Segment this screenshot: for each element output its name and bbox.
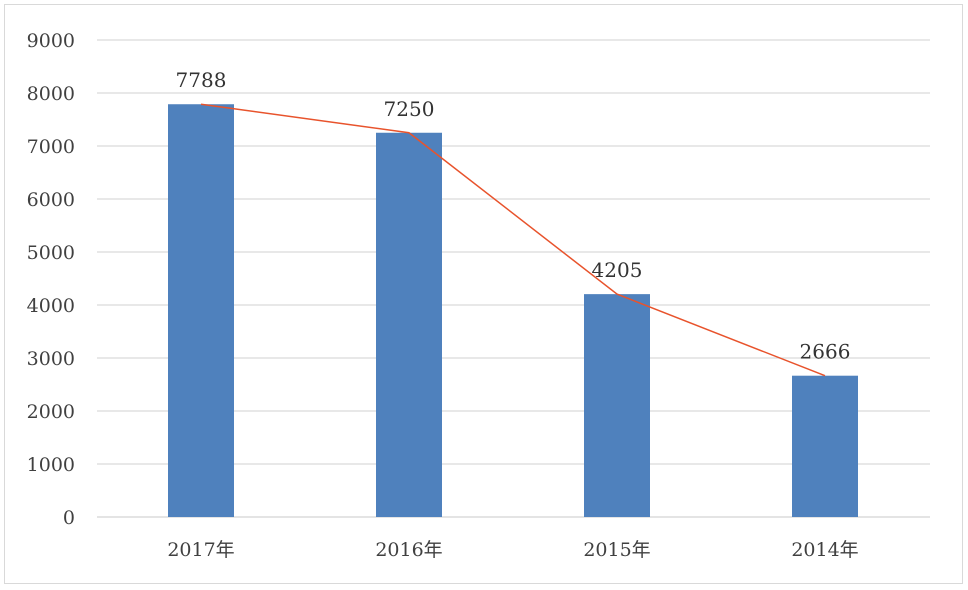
y-tick-label: 7000 (27, 136, 75, 158)
x-category-label: 2014年 (791, 539, 858, 561)
data-label: 7250 (384, 97, 435, 121)
y-axis-ticks: 0 1000 2000 3000 4000 5000 6000 7000 8000 9000 (27, 30, 75, 529)
data-labels: 7788 7250 4205 2666 (176, 68, 851, 363)
bar (584, 294, 650, 517)
y-tick-label: 5000 (27, 242, 75, 264)
trend-line (200, 103, 826, 377)
gridlines (97, 39, 930, 518)
y-tick-label: 3000 (27, 348, 75, 370)
y-tick-label: 4000 (27, 295, 75, 317)
data-label: 2666 (800, 340, 851, 364)
x-category-label: 2017年 (167, 539, 234, 561)
bars (168, 104, 858, 518)
y-tick-label: 6000 (27, 189, 75, 211)
bar (168, 104, 234, 518)
y-tick-label: 9000 (27, 30, 75, 52)
x-category-label: 2015年 (583, 539, 650, 561)
y-tick-label: 8000 (27, 83, 75, 105)
y-tick-label: 1000 (27, 454, 75, 476)
y-tick-label: 0 (63, 507, 75, 529)
data-label: 4205 (592, 258, 643, 282)
bar (376, 132, 442, 517)
x-axis-categories: 2017年 2016年 2015年 2014年 (167, 539, 858, 561)
bar (792, 375, 858, 517)
y-tick-label: 2000 (27, 401, 75, 423)
trend-line-layer (200, 103, 826, 377)
x-category-label: 2016年 (375, 539, 442, 561)
data-label: 7788 (176, 68, 227, 92)
